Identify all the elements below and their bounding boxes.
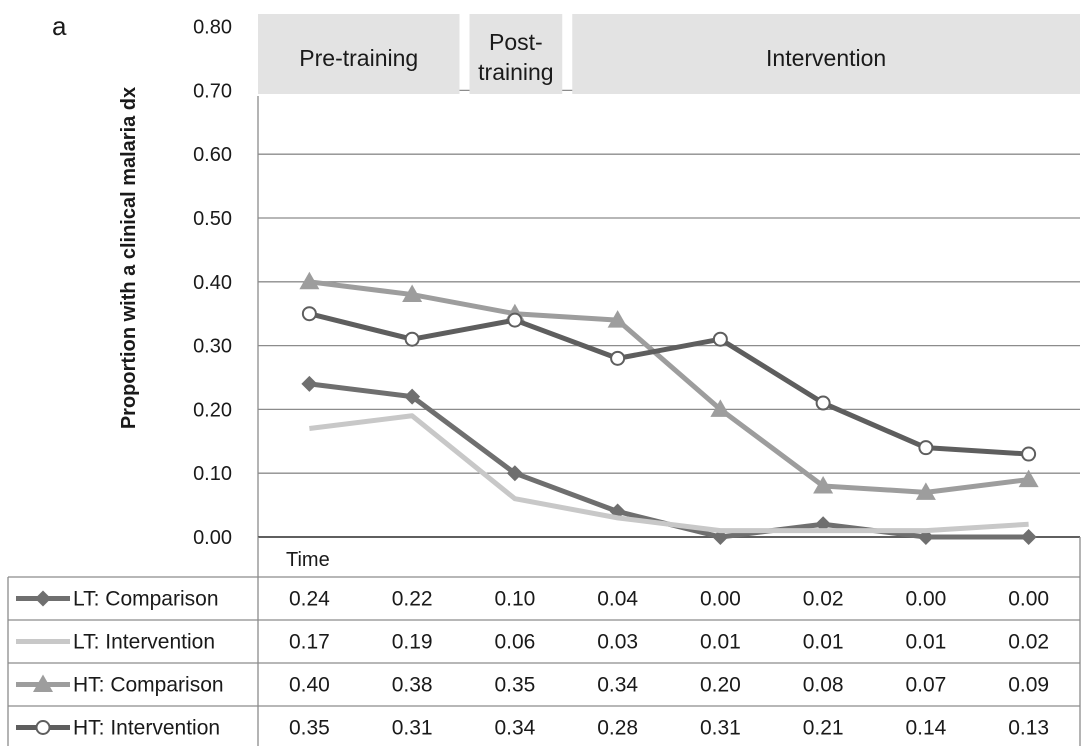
- phase-label: Post-: [489, 29, 543, 55]
- gridlines: [258, 90, 1080, 537]
- table-cell: 0.22: [392, 588, 433, 611]
- series-ht-comparison: [299, 272, 1038, 500]
- table-cell: 0.40: [289, 674, 330, 697]
- data-point: [611, 352, 624, 365]
- series-ht-intervention: [303, 307, 1035, 460]
- table-row: HT: Comparison 0.40 0.38 0.35 0.34 0.20 0.08 0.…: [16, 674, 1049, 697]
- table-cell: 0.01: [700, 631, 741, 654]
- table-cell: 0.02: [803, 588, 844, 611]
- table-cell: 0.08: [803, 674, 844, 697]
- data-point: [508, 314, 521, 327]
- series-line: [309, 282, 1028, 493]
- table-cell: 0.14: [905, 717, 946, 740]
- data-point: [1021, 529, 1037, 545]
- series-line: [309, 384, 1028, 537]
- y-tick-label: 0.40: [193, 272, 232, 294]
- y-tick-label: 0.00: [193, 527, 232, 549]
- data-table: LT: Comparison 0.24 0.22 0.10 0.04 0.00 0.02 0.…: [8, 537, 1080, 746]
- phase-header: Pre-training Post-training Intervention: [258, 14, 1080, 94]
- table-cell: 0.38: [392, 674, 433, 697]
- y-tick-label: 0.60: [193, 144, 232, 166]
- table-cell: 0.31: [700, 717, 741, 740]
- table-cell: 0.28: [597, 717, 638, 740]
- phase-label: Intervention: [766, 45, 886, 71]
- y-tick-label: 0.20: [193, 399, 232, 421]
- table-cell: 0.20: [700, 674, 741, 697]
- table-cell: 0.13: [1008, 717, 1049, 740]
- data-point: [714, 333, 727, 346]
- table-cell: 0.01: [803, 631, 844, 654]
- table-cell: 0.17: [289, 631, 330, 654]
- table-cell: 0.10: [494, 588, 535, 611]
- data-point: [301, 376, 317, 392]
- y-tick-label: 0.70: [193, 80, 232, 102]
- series-lines: [299, 272, 1038, 545]
- data-point: [35, 591, 51, 607]
- y-tick-label: 0.50: [193, 208, 232, 230]
- table-cell: 0.35: [289, 717, 330, 740]
- table-cell: 0.01: [905, 631, 946, 654]
- legend-label: LT: Intervention: [73, 631, 215, 654]
- table-cell: 0.31: [392, 717, 433, 740]
- legend-key: [16, 675, 70, 693]
- table-cell: 0.07: [905, 674, 946, 697]
- series-lt-comparison: [301, 376, 1036, 545]
- data-point: [37, 721, 50, 734]
- table-cell: 0.34: [494, 717, 535, 740]
- table-cell: 0.06: [494, 631, 535, 654]
- table-row: LT: Intervention 0.17 0.19 0.06 0.03 0.01 0.01…: [16, 631, 1049, 654]
- legend-label: HT: Comparison: [73, 674, 224, 697]
- table-cell: 0.24: [289, 588, 330, 611]
- table-cell: 0.09: [1008, 674, 1049, 697]
- phase-label: Pre-training: [299, 45, 418, 71]
- x-axis-label: Time: [286, 549, 330, 571]
- panel-label: a: [52, 11, 67, 41]
- table-row: HT: Intervention 0.35 0.31 0.34 0.28 0.31 0.21…: [16, 717, 1049, 740]
- y-tick-label: 0.10: [193, 463, 232, 485]
- y-axis: 0.00 0.10 0.20 0.30 0.40 0.50 0.60 0.70 0.80: [193, 17, 232, 549]
- data-point: [303, 307, 316, 320]
- y-axis-label: Proportion with a clinical malaria dx: [118, 87, 140, 429]
- table-cell: 0.34: [597, 674, 638, 697]
- table-cell: 0.19: [392, 631, 433, 654]
- legend-label: HT: Intervention: [73, 717, 220, 740]
- table-cell: 0.21: [803, 717, 844, 740]
- table-row: LT: Comparison 0.24 0.22 0.10 0.04 0.00 0.02 0.…: [16, 588, 1049, 611]
- table-cell: 0.02: [1008, 631, 1049, 654]
- legend-key: [16, 721, 70, 734]
- data-point: [919, 441, 932, 454]
- y-tick-label: 0.80: [193, 17, 232, 39]
- y-tick-label: 0.30: [193, 336, 232, 358]
- data-point: [406, 333, 419, 346]
- table-cell: 0.00: [700, 588, 741, 611]
- legend-label: LT: Comparison: [73, 588, 219, 611]
- table-cell: 0.03: [597, 631, 638, 654]
- phase-label: training: [478, 59, 553, 85]
- legend-key: [16, 591, 70, 607]
- data-point: [817, 397, 830, 410]
- table-cell: 0.00: [1008, 588, 1049, 611]
- table-cell: 0.35: [494, 674, 535, 697]
- table-cell: 0.00: [905, 588, 946, 611]
- data-point: [1022, 448, 1035, 461]
- table-cell: 0.04: [597, 588, 638, 611]
